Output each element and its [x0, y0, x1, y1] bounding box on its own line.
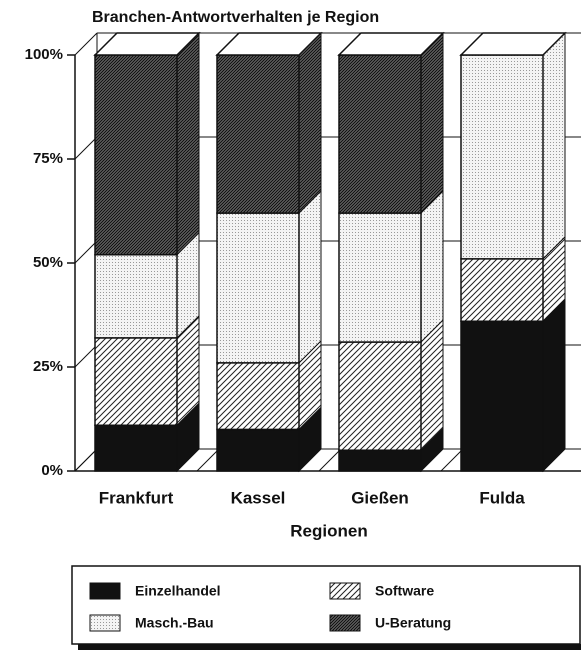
bar-segment	[338, 449, 422, 472]
bar-segment	[216, 362, 300, 431]
bar-segment	[460, 258, 544, 322]
x-axis-label: Regionen	[290, 521, 367, 540]
floor-diagonal	[440, 448, 464, 472]
bar-side	[542, 298, 566, 473]
bar-side	[420, 31, 444, 215]
bar-top	[337, 32, 445, 56]
bar-segment	[338, 212, 422, 343]
bar-segment	[338, 341, 422, 451]
legend-swatch	[329, 582, 361, 600]
bar-segment	[338, 54, 422, 214]
y-tick-label: 0%	[41, 462, 63, 479]
x-tick-label: Fulda	[479, 488, 525, 507]
legend-label: Einzelhandel	[135, 583, 221, 599]
legend-label: Software	[375, 583, 434, 599]
bar-side	[298, 189, 322, 365]
legend-shadow	[78, 644, 581, 650]
grid-diagonal	[74, 240, 98, 264]
y-tick-label: 50%	[33, 254, 63, 271]
bar-segment	[216, 428, 300, 472]
bar-segment	[216, 54, 300, 214]
floor-diagonal	[74, 448, 98, 472]
grid-diagonal	[74, 136, 98, 160]
bar-side	[298, 31, 322, 215]
bar-side	[420, 189, 444, 344]
legend-swatch	[89, 582, 121, 600]
bar-segment	[94, 54, 178, 256]
bar-segment	[460, 54, 544, 260]
legend-box	[71, 565, 581, 645]
floor-diagonal	[318, 448, 342, 472]
bar-side	[420, 318, 444, 452]
bar-side	[542, 31, 566, 261]
floor-diagonal	[196, 448, 220, 472]
bar-segment	[94, 253, 178, 339]
y-tick-label: 25%	[33, 358, 63, 375]
legend-label: U-Beratung	[375, 615, 451, 631]
legend-swatch	[89, 614, 121, 632]
grid-diagonal	[74, 344, 98, 368]
legend-swatch	[329, 614, 361, 632]
x-tick-label: Frankfurt	[99, 488, 174, 507]
legend-label: Masch.-Bau	[135, 615, 214, 631]
bar-side	[176, 31, 200, 256]
bar-top	[215, 32, 323, 56]
grid-diagonal	[74, 32, 98, 56]
y-tick-label: 75%	[33, 150, 63, 167]
bar-segment	[94, 424, 178, 472]
x-tick-label: Gießen	[351, 488, 409, 507]
bar-top	[459, 32, 567, 56]
y-tick-label: 100%	[25, 46, 63, 63]
bar-segment	[216, 212, 300, 364]
x-tick-label: Kassel	[231, 488, 286, 507]
bar-segment	[94, 337, 178, 426]
bar-segment	[460, 320, 544, 472]
bar-top	[93, 32, 201, 56]
chart-title: Branchen-Antwortverhalten je Region	[92, 9, 379, 26]
